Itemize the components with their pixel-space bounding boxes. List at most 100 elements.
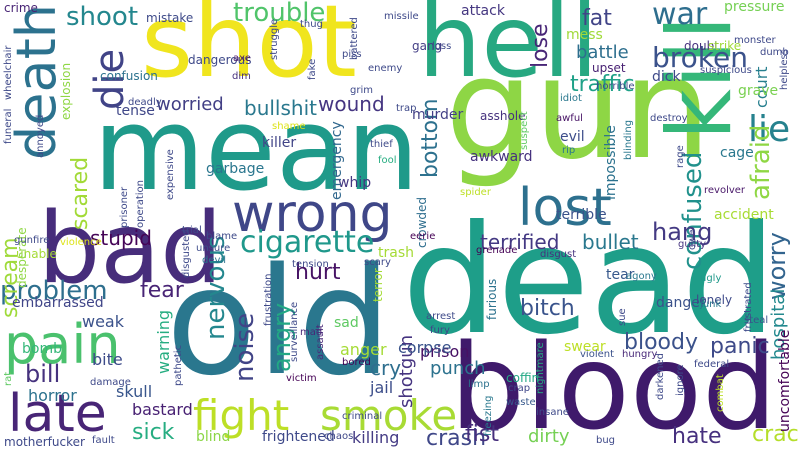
word: bill <box>25 360 61 388</box>
word: battle <box>576 42 629 63</box>
word: fake <box>307 58 318 80</box>
word: federal <box>694 359 730 370</box>
word: fight <box>193 391 290 440</box>
word: bite <box>92 350 123 369</box>
word: explosion <box>59 62 73 120</box>
word: noise <box>230 312 260 382</box>
word: suspicious <box>700 65 752 76</box>
word: wrong <box>232 184 393 244</box>
word: rip <box>562 145 576 156</box>
word: upset <box>592 61 626 75</box>
word: dumb <box>760 47 789 58</box>
word: corpse <box>398 338 452 357</box>
word: trial <box>182 225 202 236</box>
word: crap <box>508 383 531 394</box>
word: struggle <box>269 18 280 60</box>
word: impossible <box>603 125 619 200</box>
word: lose <box>528 23 553 68</box>
word: violence <box>60 237 102 248</box>
word: insane <box>536 407 569 418</box>
word: destroy <box>650 113 688 124</box>
word: whip <box>338 175 372 191</box>
word: unable <box>16 247 57 261</box>
word: punch <box>430 358 486 379</box>
word: hungry <box>622 349 658 360</box>
word: monster <box>734 35 776 46</box>
word: shoot <box>66 2 139 32</box>
word: loss <box>432 41 452 52</box>
word: war <box>652 0 708 32</box>
word: missile <box>384 11 419 22</box>
word: owe <box>687 229 698 250</box>
word: criminal <box>342 411 383 422</box>
word: prison <box>420 342 470 361</box>
word: killer <box>262 135 297 151</box>
word: bug <box>596 435 616 446</box>
word: trap <box>396 103 417 114</box>
word: cry <box>370 356 402 380</box>
word: fear <box>140 278 184 303</box>
word: suspect <box>519 111 530 150</box>
word: bored <box>342 357 371 368</box>
word: hang <box>652 218 713 246</box>
word: old <box>166 236 392 408</box>
word: gunfire <box>14 235 50 246</box>
word: victim <box>286 373 317 384</box>
word: fool <box>378 155 397 166</box>
word: spider <box>460 187 491 198</box>
word: bastard <box>132 400 193 419</box>
word: hate <box>672 424 722 449</box>
word: chaos <box>324 431 354 442</box>
word: arrest <box>426 311 456 322</box>
word: lost <box>518 178 612 238</box>
word: steal <box>744 315 769 326</box>
word: embarrassed <box>12 295 104 311</box>
word: wound <box>318 92 385 116</box>
word: grim <box>350 85 373 96</box>
word: accident <box>714 207 774 223</box>
word: freezing <box>483 395 494 436</box>
word: attack <box>461 3 505 19</box>
word: terrified <box>480 230 560 254</box>
word: afraid <box>746 124 776 200</box>
word: bitch <box>520 296 575 321</box>
word: deadly <box>128 97 162 108</box>
word: tense <box>116 103 155 119</box>
word: tension <box>292 259 329 270</box>
word: sad <box>334 315 359 331</box>
word: grenade <box>476 245 518 256</box>
word: scary <box>364 257 391 268</box>
word: terrible <box>556 207 607 223</box>
word: limp <box>468 379 490 390</box>
word: crack <box>752 422 800 447</box>
word: awful <box>556 113 583 124</box>
word: awkward <box>470 149 533 165</box>
word: coffin <box>506 371 540 385</box>
word: crash <box>426 426 487 450</box>
word: traffic <box>570 72 635 97</box>
word: blood <box>450 318 777 450</box>
word: unsure <box>196 243 231 254</box>
word: trouble <box>233 0 326 28</box>
word: warning <box>154 309 173 374</box>
word: disgusted <box>181 229 192 278</box>
word: weak <box>82 312 124 331</box>
word: bad <box>38 192 223 306</box>
word: axe <box>233 53 251 64</box>
word: agony <box>626 271 657 282</box>
word: fist <box>465 422 499 447</box>
word: revolver <box>704 185 746 196</box>
word: nightmare <box>535 342 546 394</box>
word: operation <box>135 179 146 228</box>
word: waste <box>506 397 536 408</box>
word: bomb <box>22 341 62 357</box>
word: hurt <box>295 260 341 285</box>
word: bloody <box>624 330 698 355</box>
word: murder <box>412 107 464 123</box>
word: thug <box>300 19 323 30</box>
word: motherfucker <box>4 435 85 449</box>
word: wheelchair <box>3 45 14 100</box>
word: strike <box>708 39 742 53</box>
word: shame <box>272 121 306 132</box>
word: problem <box>0 276 108 306</box>
